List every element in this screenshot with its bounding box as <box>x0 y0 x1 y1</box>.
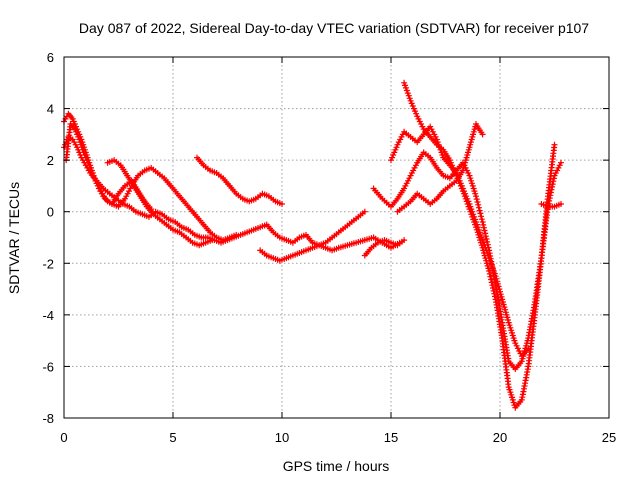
series-arc-i <box>388 123 532 360</box>
series-markers <box>370 149 564 372</box>
series-arc-k <box>538 201 564 210</box>
y-tick-label: -2 <box>42 256 54 271</box>
series-arc-g <box>370 149 564 372</box>
series-markers <box>388 123 532 360</box>
series-arc-d <box>104 157 216 249</box>
y-tick-label: -6 <box>42 359 54 374</box>
series-arc-e <box>194 154 285 207</box>
y-tick-label: -8 <box>42 411 54 426</box>
x-tick-label: 15 <box>384 430 398 445</box>
x-tick-label: 0 <box>60 430 67 445</box>
series-arc-b <box>61 110 240 244</box>
chart-title: Day 087 of 2022, Sidereal Day-to-day VTE… <box>79 20 589 36</box>
y-tick-label: 0 <box>47 205 54 220</box>
series-trace <box>62 112 238 242</box>
x-tick-label: 20 <box>493 430 507 445</box>
grid <box>64 57 609 418</box>
y-tick-label: 6 <box>47 50 54 65</box>
plot-frame <box>63 56 610 419</box>
x-tick-label: 10 <box>275 430 289 445</box>
series-arc-j <box>394 121 486 215</box>
series-trace <box>62 135 401 252</box>
series-markers <box>257 208 368 264</box>
x-axis-label: GPS time / hours <box>283 458 390 474</box>
axis-ticks: 0 5 10 15 20 25 -8 -6 -4 -2 0 2 4 6 <box>42 50 616 445</box>
series-markers <box>104 157 216 249</box>
series-markers <box>394 121 486 215</box>
y-tick-label: 4 <box>47 102 54 117</box>
data-series <box>61 79 564 411</box>
x-tick-label: 5 <box>169 430 176 445</box>
y-tick-label: -4 <box>42 308 54 323</box>
y-axis-label: SDTVAR / TECUs <box>6 182 22 294</box>
x-tick-label: 25 <box>602 430 616 445</box>
series-markers <box>61 110 240 244</box>
series-arc-l <box>361 237 408 259</box>
y-tick-label: 2 <box>47 153 54 168</box>
series-markers <box>361 237 408 259</box>
series-markers <box>194 154 285 207</box>
series-markers <box>538 201 564 210</box>
series-arc-f <box>257 208 368 264</box>
